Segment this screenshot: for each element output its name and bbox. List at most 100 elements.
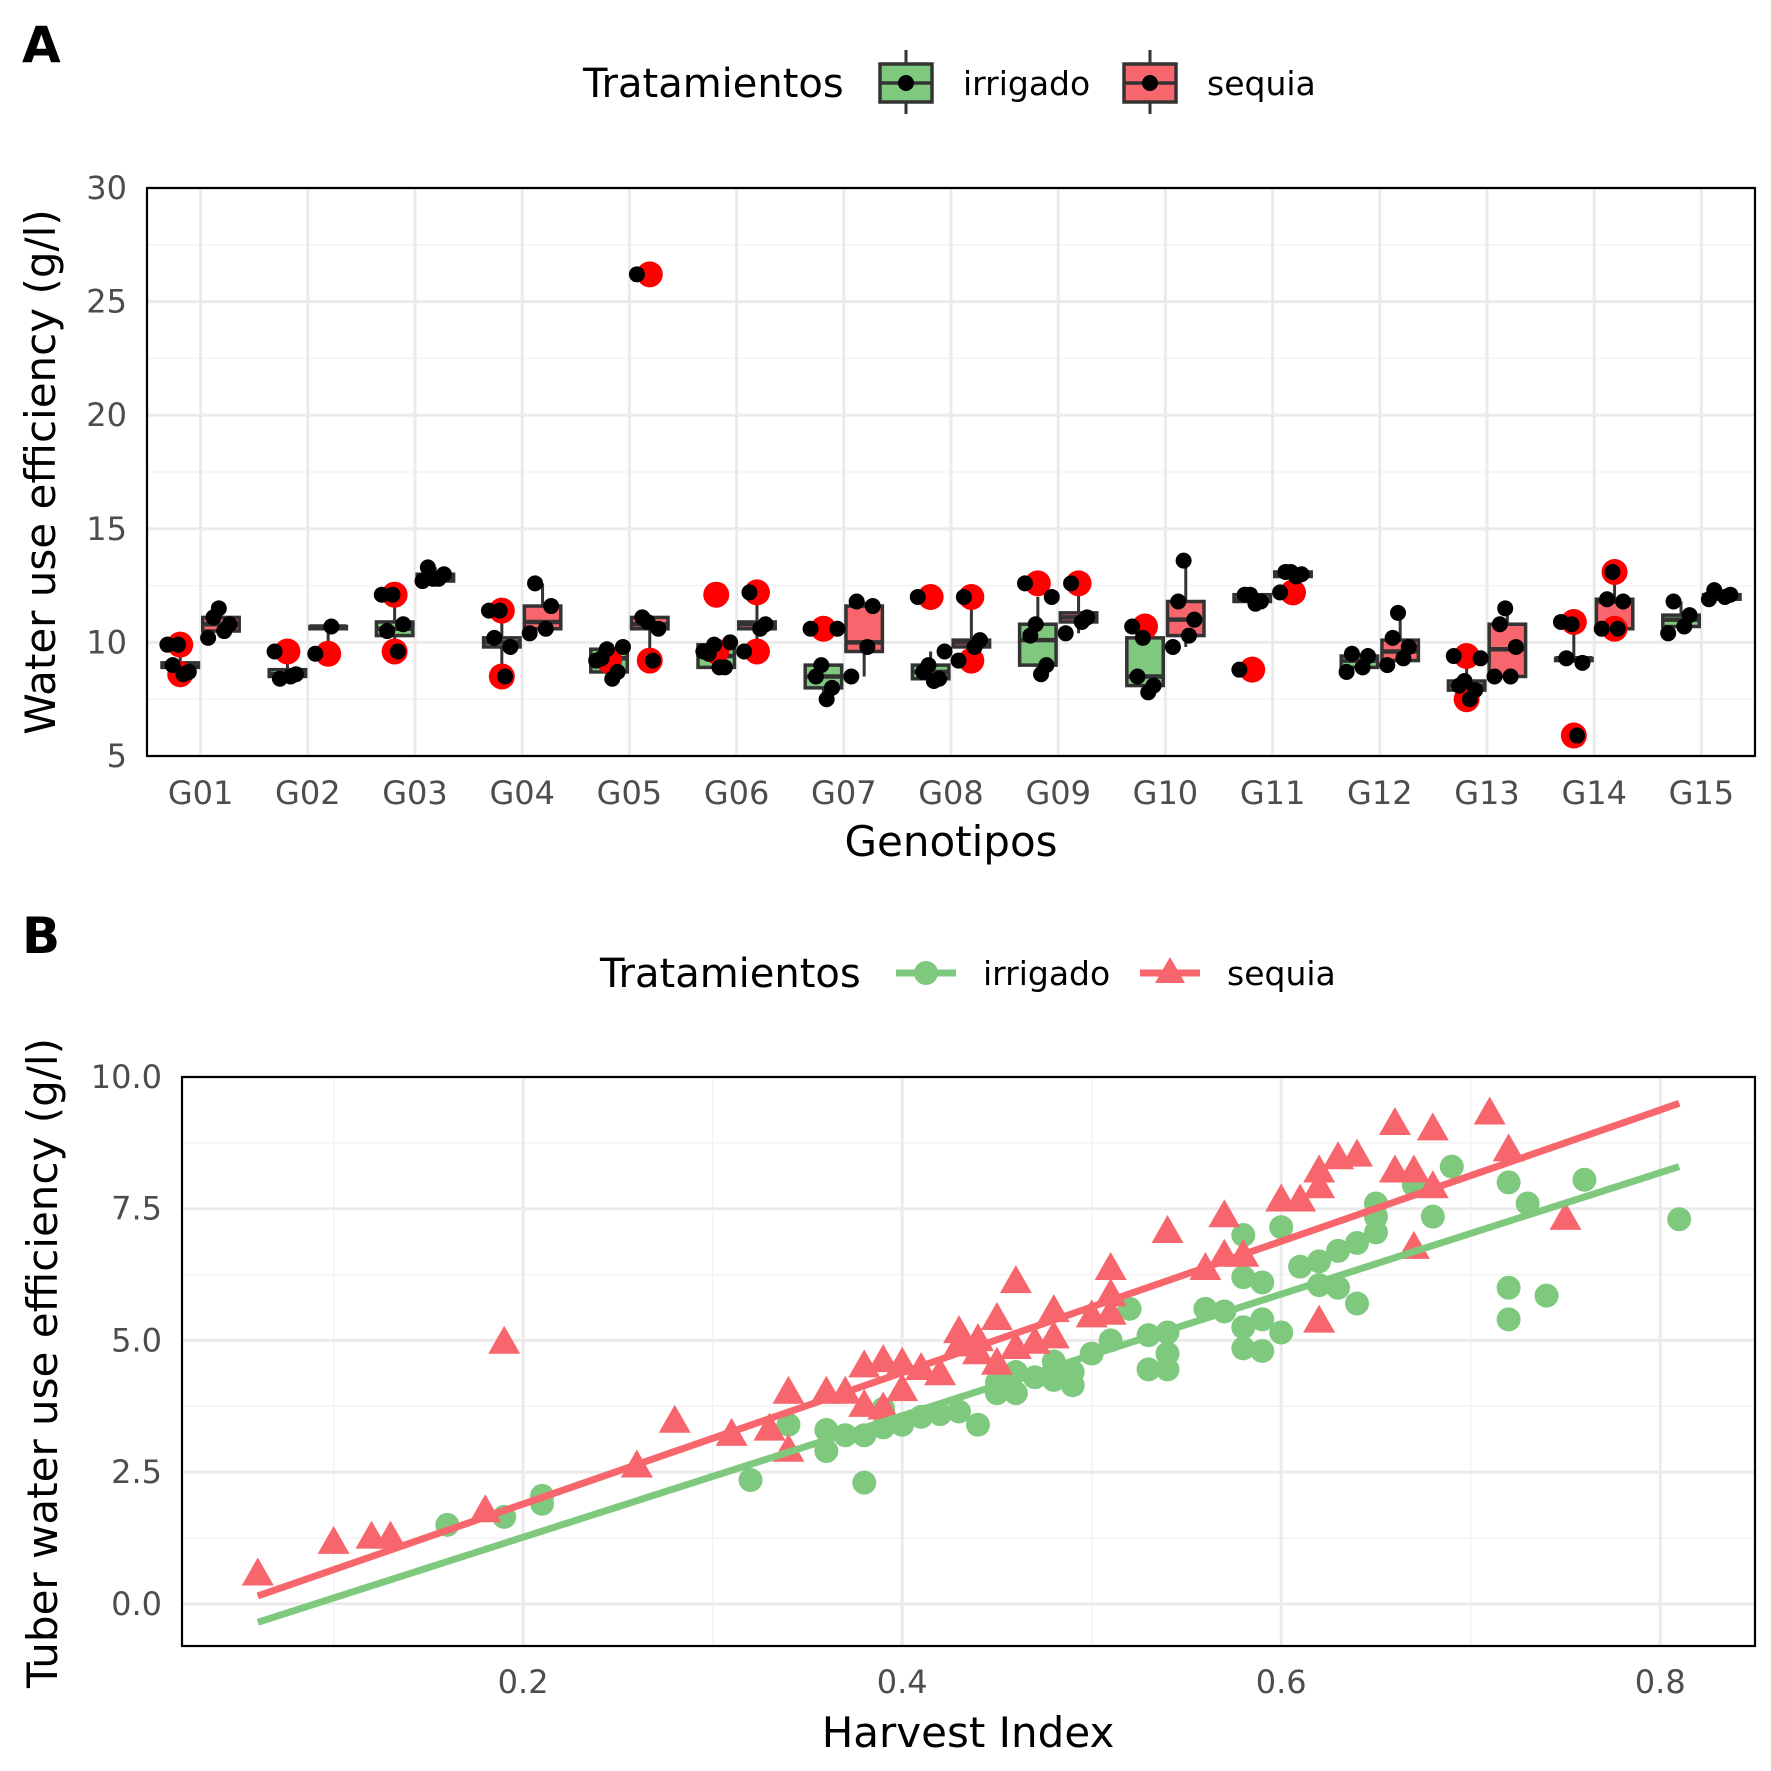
scatter-point-irrigado <box>1231 1315 1256 1340</box>
panel-a: A Tratamientos irrigado sequia 51 <box>16 16 1757 866</box>
plot-a-x-tick-labels: G01 G02 G03 G04 G05 G06 G07 G08 G09 G10 G11 G12 G13 G… <box>168 774 1734 812</box>
legend-b-title: Tratamientos <box>599 951 861 997</box>
data-point-sequia <box>843 668 860 685</box>
scatter-point-sequia <box>943 1315 976 1344</box>
data-point-irrigado <box>909 588 926 605</box>
data-point-sequia <box>639 613 656 630</box>
x-tick-label-a: G12 <box>1347 774 1413 812</box>
scatter-point-irrigado <box>1250 1307 1275 1332</box>
scatter-point-sequia <box>1094 1251 1127 1280</box>
data-point-irrigado <box>722 634 739 651</box>
data-point-sequia <box>1164 638 1181 655</box>
data-point-irrigado <box>1038 657 1055 674</box>
data-point-irrigado <box>1563 616 1580 633</box>
scatter-point-irrigado <box>1667 1207 1692 1232</box>
x-tick-label-a: G09 <box>1025 774 1091 812</box>
x-tick-label-a: G15 <box>1669 774 1735 812</box>
outlier-point-irrigado <box>917 583 944 610</box>
data-point-irrigado <box>1456 673 1473 690</box>
plot-a-marks <box>159 261 1742 749</box>
scatter-point-sequia <box>1492 1133 1525 1162</box>
plot-b-y-axis-title: Tuber water use efficiency (g/l) <box>18 1038 67 1689</box>
data-point-irrigado <box>502 638 519 655</box>
outlier-point-irrigado <box>703 581 730 608</box>
scatter-point-sequia <box>1208 1199 1241 1228</box>
outlier-point-sequia <box>636 261 663 288</box>
data-point-irrigado <box>379 623 396 640</box>
scatter-point-sequia <box>980 1301 1013 1330</box>
plot-a-y-tick-labels: 5 10 15 20 25 30 <box>86 169 127 775</box>
data-point-irrigado <box>389 643 406 660</box>
data-point-sequia <box>307 645 324 662</box>
data-point-sequia <box>1722 586 1739 603</box>
data-point-irrigado <box>180 663 197 680</box>
data-point-irrigado <box>1124 618 1141 635</box>
scatter-point-irrigado <box>1155 1341 1180 1366</box>
data-point-irrigado <box>1665 593 1682 610</box>
legend-a-label-sequia: sequia <box>1207 64 1316 103</box>
data-point-sequia <box>1507 638 1524 655</box>
plot-a-x-axis-title: Genotipos <box>844 817 1057 866</box>
data-point-sequia <box>1282 563 1299 580</box>
data-point-sequia <box>200 629 217 646</box>
data-point-irrigado <box>486 629 503 646</box>
data-point-sequia <box>1615 593 1632 610</box>
data-point-sequia <box>1272 584 1289 601</box>
y-tick-label-a: 5 <box>107 737 127 775</box>
x-tick-label-b: 0.2 <box>498 1663 549 1701</box>
scatter-point-sequia <box>772 1375 805 1404</box>
scatter-point-irrigado <box>1136 1357 1161 1382</box>
y-tick-label-a: 15 <box>86 510 127 548</box>
data-point-sequia <box>1593 620 1610 637</box>
scatter-point-sequia <box>867 1391 900 1420</box>
panel-b: B Tratamientos irrigado sequia 0.0 2.5 5.0… <box>18 907 1757 1757</box>
plot-b-x-tick-labels: 0.2 0.4 0.6 0.8 <box>498 1663 1686 1701</box>
data-point-sequia <box>1706 582 1723 599</box>
data-point-sequia <box>1384 629 1401 646</box>
scatter-point-irrigado <box>1041 1367 1066 1392</box>
legend-a-title: Tratamientos <box>582 61 844 107</box>
data-point-irrigado <box>706 636 723 653</box>
data-point-irrigado <box>598 641 615 658</box>
scatter-point-sequia <box>999 1265 1032 1294</box>
panel-label-b: B <box>22 907 60 965</box>
data-point-sequia <box>1063 575 1080 592</box>
legend-b-key-sequia-triangle <box>1155 957 1185 983</box>
fit-line-sequia <box>256 1100 1681 1600</box>
data-point-sequia <box>521 625 538 642</box>
scatter-point-irrigado <box>1345 1291 1370 1316</box>
data-point-sequia <box>527 575 544 592</box>
x-tick-label-a: G08 <box>918 774 984 812</box>
x-tick-label-a: G11 <box>1240 774 1306 812</box>
data-point-sequia <box>736 643 753 660</box>
outlier-point-irrigado <box>1453 643 1480 670</box>
scatter-point-sequia <box>374 1520 407 1549</box>
data-point-irrigado <box>614 638 631 655</box>
data-point-irrigado <box>164 657 181 674</box>
data-point-sequia <box>848 593 865 610</box>
scatter-point-irrigado <box>1307 1249 1332 1274</box>
scatter-point-irrigado <box>1534 1283 1559 1308</box>
data-point-sequia <box>971 632 988 649</box>
scatter-point-sequia <box>1303 1304 1336 1333</box>
data-point-sequia <box>425 570 442 587</box>
data-point-irrigado <box>1467 682 1484 699</box>
legend-a-key-irrigado <box>878 50 934 114</box>
panel-label-a: A <box>22 16 61 74</box>
scatter-point-sequia <box>848 1388 881 1417</box>
data-point-sequia <box>1604 563 1621 580</box>
data-point-irrigado <box>716 659 733 676</box>
x-tick-label-b: 0.6 <box>1256 1663 1307 1701</box>
scatter-point-irrigado <box>1231 1336 1256 1361</box>
data-point-sequia <box>859 638 876 655</box>
scatter-point-sequia <box>488 1325 521 1354</box>
outlier-point-irrigado <box>274 638 301 665</box>
data-point-sequia <box>543 598 560 615</box>
data-point-irrigado <box>266 643 283 660</box>
data-point-irrigado <box>1231 661 1248 678</box>
legend-b-label-irrigado: irrigado <box>983 954 1110 993</box>
x-tick-label-a: G10 <box>1133 774 1199 812</box>
scatter-point-irrigado <box>947 1399 972 1424</box>
data-point-sequia <box>1379 657 1396 674</box>
